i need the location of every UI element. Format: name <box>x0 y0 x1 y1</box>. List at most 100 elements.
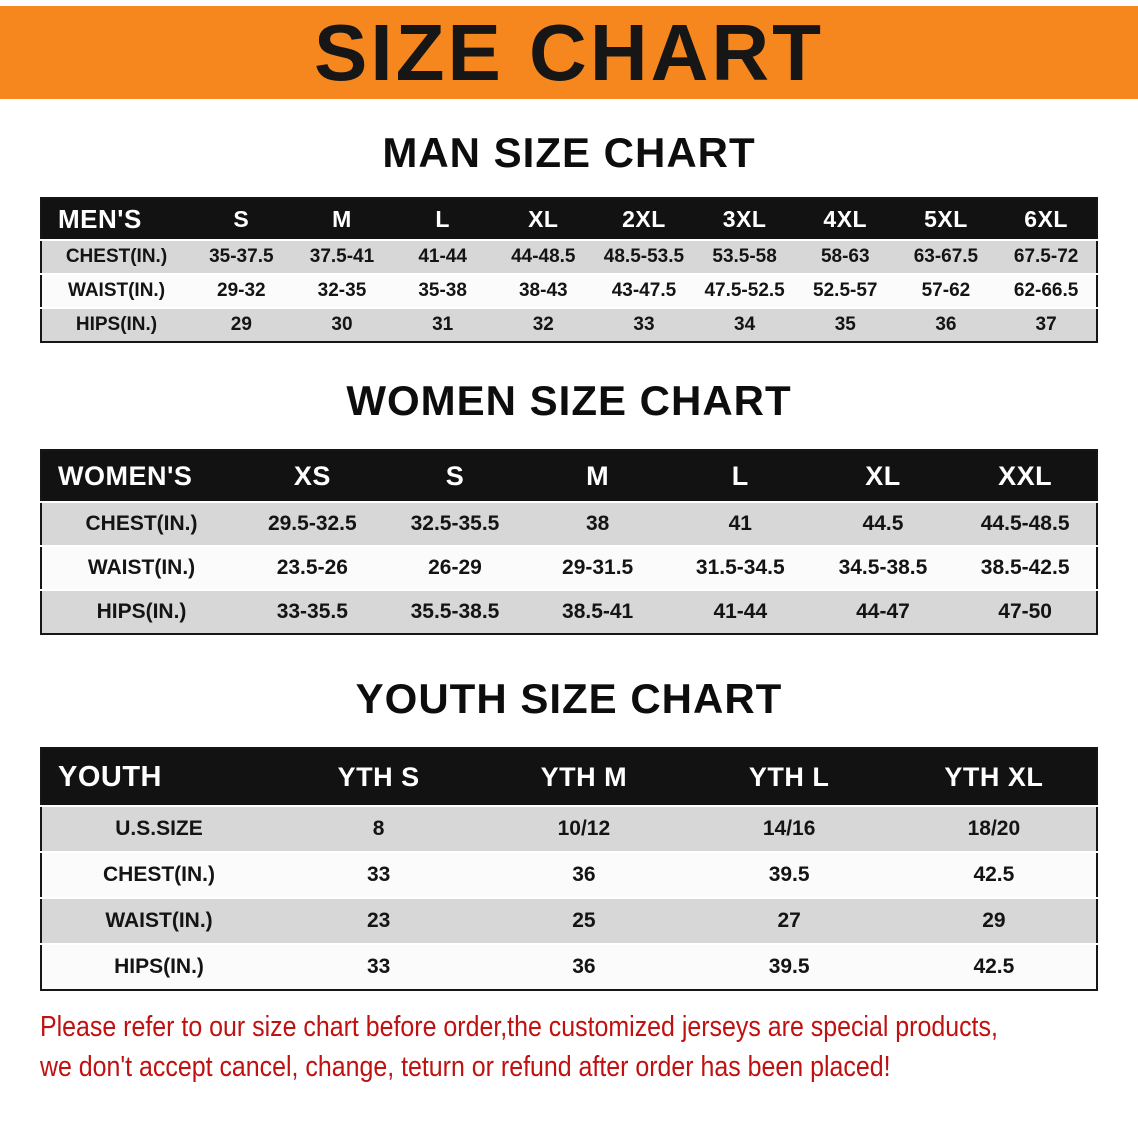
table-row: HIPS(IN.) 33 36 39.5 42.5 <box>41 943 1097 990</box>
size-header-cell: 2XL <box>593 198 695 240</box>
page-title: SIZE CHART <box>314 7 824 97</box>
table-title-cell: WOMEN'S <box>41 450 241 502</box>
size-value-cell: 29 <box>891 897 1097 944</box>
size-header-cell: YTH L <box>686 748 892 806</box>
row-label-cell: HIPS(IN.) <box>41 307 191 342</box>
size-value-cell: 29-32 <box>191 273 292 308</box>
size-value-cell: 44-47 <box>811 589 955 634</box>
row-label-cell: CHEST(IN.) <box>41 851 276 898</box>
size-value-cell: 35 <box>794 307 896 342</box>
size-value-cell: 37 <box>996 307 1097 342</box>
size-value-cell: 47-50 <box>954 589 1097 634</box>
size-value-cell: 33 <box>276 943 482 990</box>
table-header-row: WOMEN'S XS S M L XL XXL <box>41 450 1097 502</box>
women-size-table: WOMEN'S XS S M L XL XXL CHEST(IN.) 29.5-32.5 32.5… <box>40 449 1098 635</box>
size-value-cell: 23.5-26 <box>241 545 384 590</box>
size-value-cell: 29-31.5 <box>526 545 669 590</box>
size-value-cell: 33-35.5 <box>241 589 384 634</box>
size-value-cell: 34 <box>694 307 795 342</box>
size-header-cell: M <box>526 450 669 502</box>
size-value-cell: 63-67.5 <box>895 239 997 274</box>
youth-section-heading: YOUTH SIZE CHART <box>355 675 783 722</box>
size-header-cell: XL <box>811 450 955 502</box>
row-label-cell: WAIST(IN.) <box>41 545 241 590</box>
women-section-heading: WOMEN SIZE CHART <box>346 377 792 424</box>
size-header-cell: XXL <box>954 450 1097 502</box>
disclaimer: Please refer to our size chart before or… <box>40 1009 1138 1086</box>
row-label-cell: WAIST(IN.) <box>41 897 276 944</box>
size-header-cell: 6XL <box>996 198 1097 240</box>
size-value-cell: 34.5-38.5 <box>811 545 955 590</box>
size-header-cell: S <box>383 450 527 502</box>
size-header-cell: 3XL <box>694 198 795 240</box>
youth-size-chart-section: YOUTH SIZE CHART YOUTH YTH S YTH M YTH L YTH… <box>0 675 1138 991</box>
size-value-cell: 44.5-48.5 <box>954 501 1097 546</box>
size-value-cell: 30 <box>291 307 393 342</box>
size-value-cell: 23 <box>276 897 482 944</box>
size-value-cell: 44-48.5 <box>492 239 594 274</box>
table-row: HIPS(IN.) 33-35.5 35.5-38.5 38.5-41 41-44 44-… <box>41 589 1097 634</box>
size-value-cell: 53.5-58 <box>694 239 795 274</box>
men-size-table: MEN'S S M L XL 2XL 3XL 4XL 5XL 6XL CHEST(IN.) 35-37… <box>40 197 1098 343</box>
size-value-cell: 47.5-52.5 <box>694 273 795 308</box>
table-row: U.S.SIZE 8 10/12 14/16 18/20 <box>41 805 1097 852</box>
size-value-cell: 32-35 <box>291 273 393 308</box>
row-label-cell: CHEST(IN.) <box>41 239 191 274</box>
size-value-cell: 29 <box>191 307 292 342</box>
size-value-cell: 58-63 <box>794 239 896 274</box>
size-value-cell: 41-44 <box>392 239 493 274</box>
size-value-cell: 42.5 <box>891 851 1097 898</box>
size-header-cell: S <box>191 198 292 240</box>
size-value-cell: 25 <box>481 897 687 944</box>
men-size-chart-section: MAN SIZE CHART MEN'S S M L XL 2XL 3XL 4XL 5XL 6XL… <box>0 129 1138 343</box>
size-value-cell: 36 <box>481 851 687 898</box>
size-value-cell: 67.5-72 <box>996 239 1097 274</box>
size-value-cell: 32.5-35.5 <box>383 501 527 546</box>
size-value-cell: 35-37.5 <box>191 239 292 274</box>
size-chart-banner: SIZE CHART <box>0 6 1138 99</box>
size-value-cell: 8 <box>276 805 482 852</box>
size-value-cell: 41-44 <box>668 589 812 634</box>
size-header-cell: YTH M <box>481 748 687 806</box>
size-value-cell: 36 <box>481 943 687 990</box>
size-header-cell: YTH S <box>276 748 482 806</box>
disclaimer-line-2: we don't accept cancel, change, teturn o… <box>40 1050 891 1083</box>
size-header-cell: L <box>668 450 812 502</box>
size-value-cell: 31.5-34.5 <box>668 545 812 590</box>
table-row: WAIST(IN.) 23 25 27 29 <box>41 897 1097 944</box>
size-value-cell: 42.5 <box>891 943 1097 990</box>
size-value-cell: 33 <box>276 851 482 898</box>
size-value-cell: 36 <box>895 307 997 342</box>
size-value-cell: 62-66.5 <box>996 273 1097 308</box>
size-value-cell: 26-29 <box>383 545 527 590</box>
size-value-cell: 27 <box>686 897 892 944</box>
row-label-cell: CHEST(IN.) <box>41 501 241 546</box>
size-value-cell: 48.5-53.5 <box>593 239 695 274</box>
table-title-cell: YOUTH <box>41 748 276 806</box>
women-size-chart-section: WOMEN SIZE CHART WOMEN'S XS S M L XL XXL CHEST(… <box>0 377 1138 635</box>
size-value-cell: 41 <box>668 501 812 546</box>
size-value-cell: 35.5-38.5 <box>383 589 527 634</box>
size-value-cell: 31 <box>392 307 493 342</box>
size-header-cell: YTH XL <box>891 748 1097 806</box>
table-row: CHEST(IN.) 29.5-32.5 32.5-35.5 38 41 44.5 44.5… <box>41 501 1097 546</box>
row-label-cell: HIPS(IN.) <box>41 943 276 990</box>
row-label-cell: HIPS(IN.) <box>41 589 241 634</box>
size-header-cell: XL <box>492 198 594 240</box>
table-row: HIPS(IN.) 29 30 31 32 33 34 35 36 37 <box>41 307 1097 342</box>
size-value-cell: 38.5-42.5 <box>954 545 1097 590</box>
table-header-row: YOUTH YTH S YTH M YTH L YTH XL <box>41 748 1097 806</box>
size-header-cell: L <box>392 198 493 240</box>
size-value-cell: 38.5-41 <box>526 589 669 634</box>
table-row: WAIST(IN.) 23.5-26 26-29 29-31.5 31.5-34.5 34… <box>41 545 1097 590</box>
size-value-cell: 43-47.5 <box>593 273 695 308</box>
row-label-cell: U.S.SIZE <box>41 805 276 852</box>
size-value-cell: 44.5 <box>811 501 955 546</box>
youth-size-table: YOUTH YTH S YTH M YTH L YTH XL U.S.SIZE 8 10/12… <box>40 747 1098 991</box>
size-value-cell: 10/12 <box>481 805 687 852</box>
men-section-heading: MAN SIZE CHART <box>382 129 756 176</box>
size-header-cell: M <box>291 198 393 240</box>
size-value-cell: 33 <box>593 307 695 342</box>
size-value-cell: 18/20 <box>891 805 1097 852</box>
size-value-cell: 39.5 <box>686 851 892 898</box>
